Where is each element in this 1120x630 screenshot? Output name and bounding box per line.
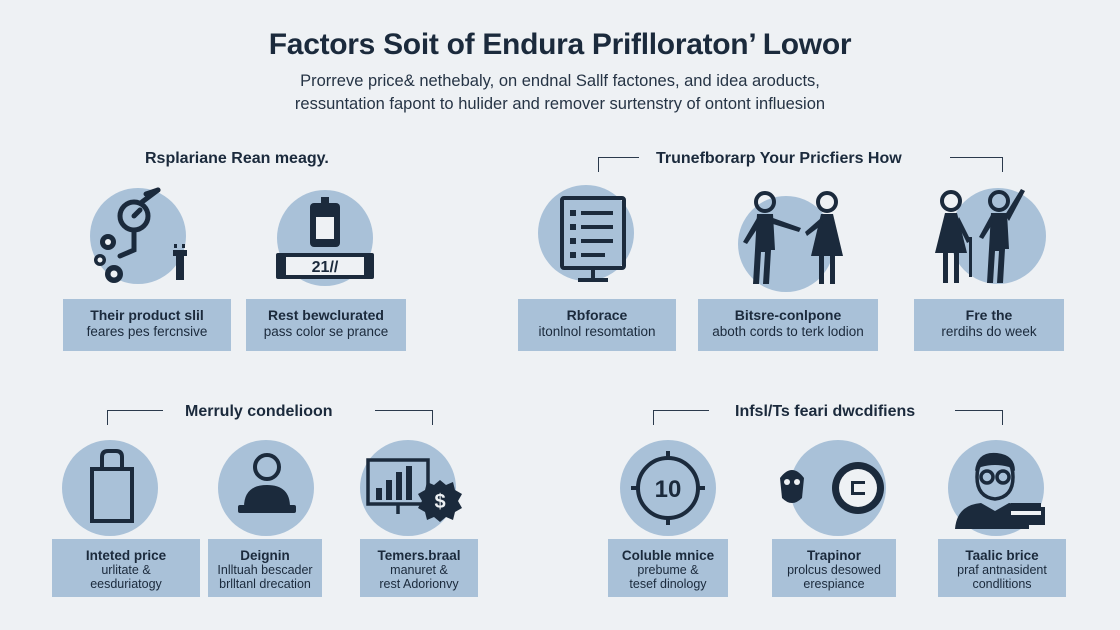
number-dial-icon: 10 <box>631 451 705 525</box>
bottom-card-3-title: Temers.braal <box>377 548 461 563</box>
chart-dollar-icon: $ <box>366 458 462 522</box>
top-card-1-title: Their product slil <box>90 307 204 323</box>
dial-value: 10 <box>655 476 682 503</box>
top-card-2-label: Rest bewclurated pass color se prance <box>246 299 406 351</box>
top-card-5-title: Fre the <box>965 307 1013 323</box>
section-bracket-2-left <box>598 157 639 172</box>
bottom-card-6-text-1: praf antnasident <box>957 563 1047 577</box>
bottom-card-4-title: Coluble mnice <box>621 548 715 563</box>
top-card-5-text: rerdihs do week <box>941 324 1037 339</box>
price-display-icon: 21// <box>276 197 374 279</box>
top-card-3-icon-bg <box>538 185 634 281</box>
person-glasses-icon <box>955 452 1045 529</box>
bottom-card-2-title: Deignin <box>240 548 290 563</box>
bottom-card-6-title: Taalic brice <box>965 548 1039 563</box>
section-label-1: Rsplariane Rean meagy. <box>145 150 329 167</box>
section-bracket-3-left <box>107 410 163 425</box>
bottom-card-1-label: Inteted price urlitate & eesduriatogy <box>52 539 200 597</box>
section-label-2: Trunefborarp Your Pricfiers How <box>656 150 902 167</box>
subtitle-line-1: Prorreve price& nethebaly, on endnal Sal… <box>300 72 820 90</box>
mask-and-badge-icon <box>780 462 884 514</box>
dollar-sign: $ <box>434 491 445 513</box>
bottom-card-4-text-1: prebume & <box>637 563 699 577</box>
bottom-card-2-text-2: brlltanl drecation <box>219 577 311 591</box>
bottom-card-1-text-1: urlitate & <box>101 563 151 577</box>
top-card-1-label: Their product slil feares pes fercnsive <box>63 299 231 351</box>
checklist-board-icon <box>560 196 626 282</box>
subtitle-line-2: ressuntation fapont to hulider and remov… <box>294 95 826 113</box>
bottom-card-5-text-2: erespiance <box>803 577 865 591</box>
bottom-card-5-text-1: prolcus desowed <box>787 563 881 577</box>
bottom-card-1-title: Inteted price <box>85 548 167 563</box>
top-card-5-label: Fre the rerdihs do week <box>914 299 1064 351</box>
top-card-4-label: Bitsre-conlpone aboth cords to terk lodi… <box>698 299 878 351</box>
bottom-card-3-label: Temers.braal manuret & rest Adorionvy <box>360 539 478 597</box>
bottom-card-3-text-1: manuret & <box>390 563 448 577</box>
top-card-3-text: itonlnol resomtation <box>538 324 656 339</box>
top-card-4-text: aboth cords to terk lodion <box>712 324 864 339</box>
top-card-2-text: pass color se prance <box>263 324 389 339</box>
bottom-card-3-text-2: rest Adorionvy <box>379 577 459 591</box>
bottom-card-2-text-1: Inlltuah bescader <box>217 563 313 577</box>
top-card-3-label: Rbforace itonlnol resomtation <box>518 299 676 351</box>
section-label-4: Infsl/Ts feari dwcdifiens <box>735 403 916 420</box>
top-card-4-title: Bitsre-conlpone <box>734 307 842 323</box>
bottom-card-6-label: Taalic brice praf antnasident condlition… <box>938 539 1066 597</box>
top-card-3-title: Rbforace <box>566 307 628 323</box>
stopwatch-gears-icon <box>94 187 187 283</box>
people-pointing-icon <box>743 191 843 284</box>
top-card-1-text: feares pes fercnsive <box>86 324 208 339</box>
bottom-card-5-label: Trapinor prolcus desowed erespiance <box>772 539 896 597</box>
section-bracket-4-left <box>653 410 709 425</box>
price-display-value: 21// <box>312 259 339 276</box>
top-card-2-title: Rest bewclurated <box>268 307 384 323</box>
people-waving-icon <box>935 189 1025 283</box>
bottom-card-4-label: Coluble mnice prebume & tesef dinology <box>608 539 728 597</box>
bottom-card-5-title: Trapinor <box>806 548 861 563</box>
bottom-card-2-label: Deignin Inlltuah bescader brlltanl dreca… <box>208 539 322 597</box>
section-bracket-2-right <box>950 157 1003 172</box>
page-title: Factors Soit of Endura Priflloraton’ Low… <box>268 28 852 61</box>
person-at-laptop-icon <box>238 453 296 513</box>
bottom-card-4-text-2: tesef dinology <box>629 577 707 591</box>
section-bracket-3-right <box>375 410 433 425</box>
section-label-3: Merruly condelioon <box>185 403 333 420</box>
bottom-card-6-text-2: condlitions <box>972 577 1032 591</box>
page-subtitle: Prorreve price& nethebaly, on endnal Sal… <box>0 70 1120 116</box>
section-bracket-4-right <box>955 410 1003 425</box>
shopping-bag-icon <box>90 449 134 523</box>
bottom-card-1-text-2: eesduriatogy <box>90 577 162 591</box>
